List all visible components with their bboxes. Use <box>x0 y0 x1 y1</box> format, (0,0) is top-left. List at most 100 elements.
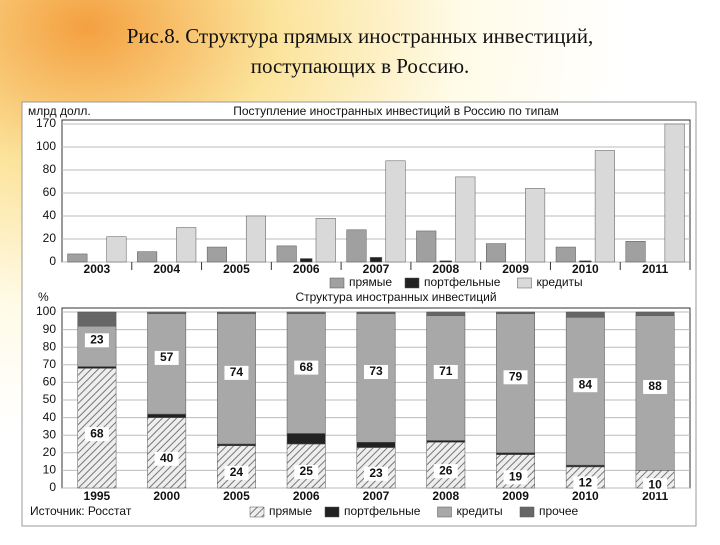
bar <box>369 257 383 263</box>
y-tick-label: 100 <box>36 304 56 318</box>
y-tick-label: 30 <box>43 427 57 441</box>
bar <box>346 229 367 263</box>
y-tick-label: 90 <box>43 322 57 336</box>
label-box <box>643 478 668 493</box>
label-box <box>364 466 388 481</box>
legend-label: прочее <box>539 504 579 518</box>
legend-label: кредиты <box>457 504 503 518</box>
bar <box>385 160 406 263</box>
bar <box>206 246 227 263</box>
x-tick-label: 2009 <box>502 489 529 503</box>
data-label: 74 <box>230 365 244 379</box>
y-tick-label: 10 <box>43 463 57 477</box>
label-box <box>573 378 598 393</box>
bar <box>439 260 452 263</box>
data-label: 73 <box>369 364 383 378</box>
x-tick-label: 2009 <box>502 262 529 276</box>
bar-segment <box>77 366 117 369</box>
bar-segment <box>426 441 466 489</box>
bar-segment <box>147 413 187 418</box>
bar-segment <box>217 311 256 315</box>
x-tick-label: 2006 <box>293 489 320 503</box>
data-label: 10 <box>648 477 662 491</box>
label-box <box>643 379 668 394</box>
label-box <box>503 370 528 385</box>
bar <box>315 218 336 263</box>
x-tick-label: 2000 <box>153 489 180 503</box>
bar-segment <box>356 311 396 315</box>
bar-segment <box>426 311 466 316</box>
bar <box>485 243 507 263</box>
data-label: 57 <box>160 350 174 364</box>
x-tick-label: 2005 <box>223 262 250 276</box>
data-label: 26 <box>439 463 453 477</box>
bar-segment <box>496 452 535 455</box>
bar <box>525 188 546 263</box>
bar <box>67 253 88 263</box>
bar <box>555 246 576 263</box>
legend-label: кредиты <box>537 275 583 289</box>
x-tick-label: 2006 <box>293 262 320 276</box>
data-label: 24 <box>230 465 244 479</box>
label-box <box>503 470 528 485</box>
x-tick-label: 2011 <box>642 262 668 276</box>
plot-area <box>61 119 691 263</box>
label-box <box>433 365 458 379</box>
data-label: 19 <box>509 469 523 483</box>
label-box <box>573 476 598 491</box>
x-tick-label: 2007 <box>363 262 390 276</box>
bar <box>245 215 267 263</box>
bar-segment <box>286 433 326 445</box>
bar <box>625 241 646 263</box>
data-label: 84 <box>579 377 593 391</box>
legend-swatch <box>519 506 535 518</box>
x-tick-label: 2007 <box>363 489 390 503</box>
label-box <box>433 464 458 479</box>
data-label: 23 <box>90 332 104 346</box>
bar-segment <box>217 443 256 447</box>
bar-segment <box>426 440 466 443</box>
bar-segment <box>565 311 605 318</box>
data-label: 79 <box>509 369 523 383</box>
y-tick-label: 0 <box>49 480 56 494</box>
chart-title: Структура иностранных инвестиций <box>295 290 496 304</box>
bar-segment <box>147 311 187 315</box>
label-box <box>154 350 179 365</box>
y-tick-label: 20 <box>43 445 57 459</box>
data-label: 88 <box>648 379 662 393</box>
label-box <box>84 333 109 348</box>
bar-segment <box>565 464 605 468</box>
x-tick-label: 2008 <box>432 262 459 276</box>
y-tick-label: 70 <box>43 357 57 371</box>
x-tick-label: 2004 <box>153 262 180 276</box>
legend-label: портфельные <box>344 504 421 518</box>
y-tick-label: 40 <box>43 410 57 424</box>
legend-swatch <box>437 506 452 518</box>
x-tick-label: 2003 <box>84 262 111 276</box>
y-tick-label: 60 <box>43 375 57 389</box>
label-box <box>84 427 109 442</box>
bar-segment <box>635 311 675 316</box>
y-tick-label: 170 <box>36 116 56 130</box>
legend-label: прямые <box>349 275 392 289</box>
bar-segment <box>286 311 326 315</box>
bar <box>300 258 313 263</box>
y-tick-label: 80 <box>43 162 57 176</box>
y-tick-label: 50 <box>43 392 57 406</box>
y-tick-label: 60 <box>43 185 57 199</box>
data-label: 23 <box>369 466 383 480</box>
legend-label: портфельные <box>424 275 501 289</box>
x-tick-label: 2010 <box>572 262 599 276</box>
source: Источник: Росстат <box>30 504 132 518</box>
label-box <box>364 365 388 379</box>
slide-title: Рис.8. Структура прямых иностранных инве… <box>127 24 594 48</box>
legend-swatch <box>404 277 420 289</box>
chart-title: Поступление иностранных инвестиций в Рос… <box>233 104 559 118</box>
data-label: 12 <box>579 476 593 490</box>
bar-segment <box>496 311 535 315</box>
legend-label: прямые <box>269 504 312 518</box>
legend-swatch <box>517 277 532 289</box>
x-tick-label: 1995 <box>84 489 111 503</box>
slide-title: поступающих в Россию. <box>251 54 470 78</box>
